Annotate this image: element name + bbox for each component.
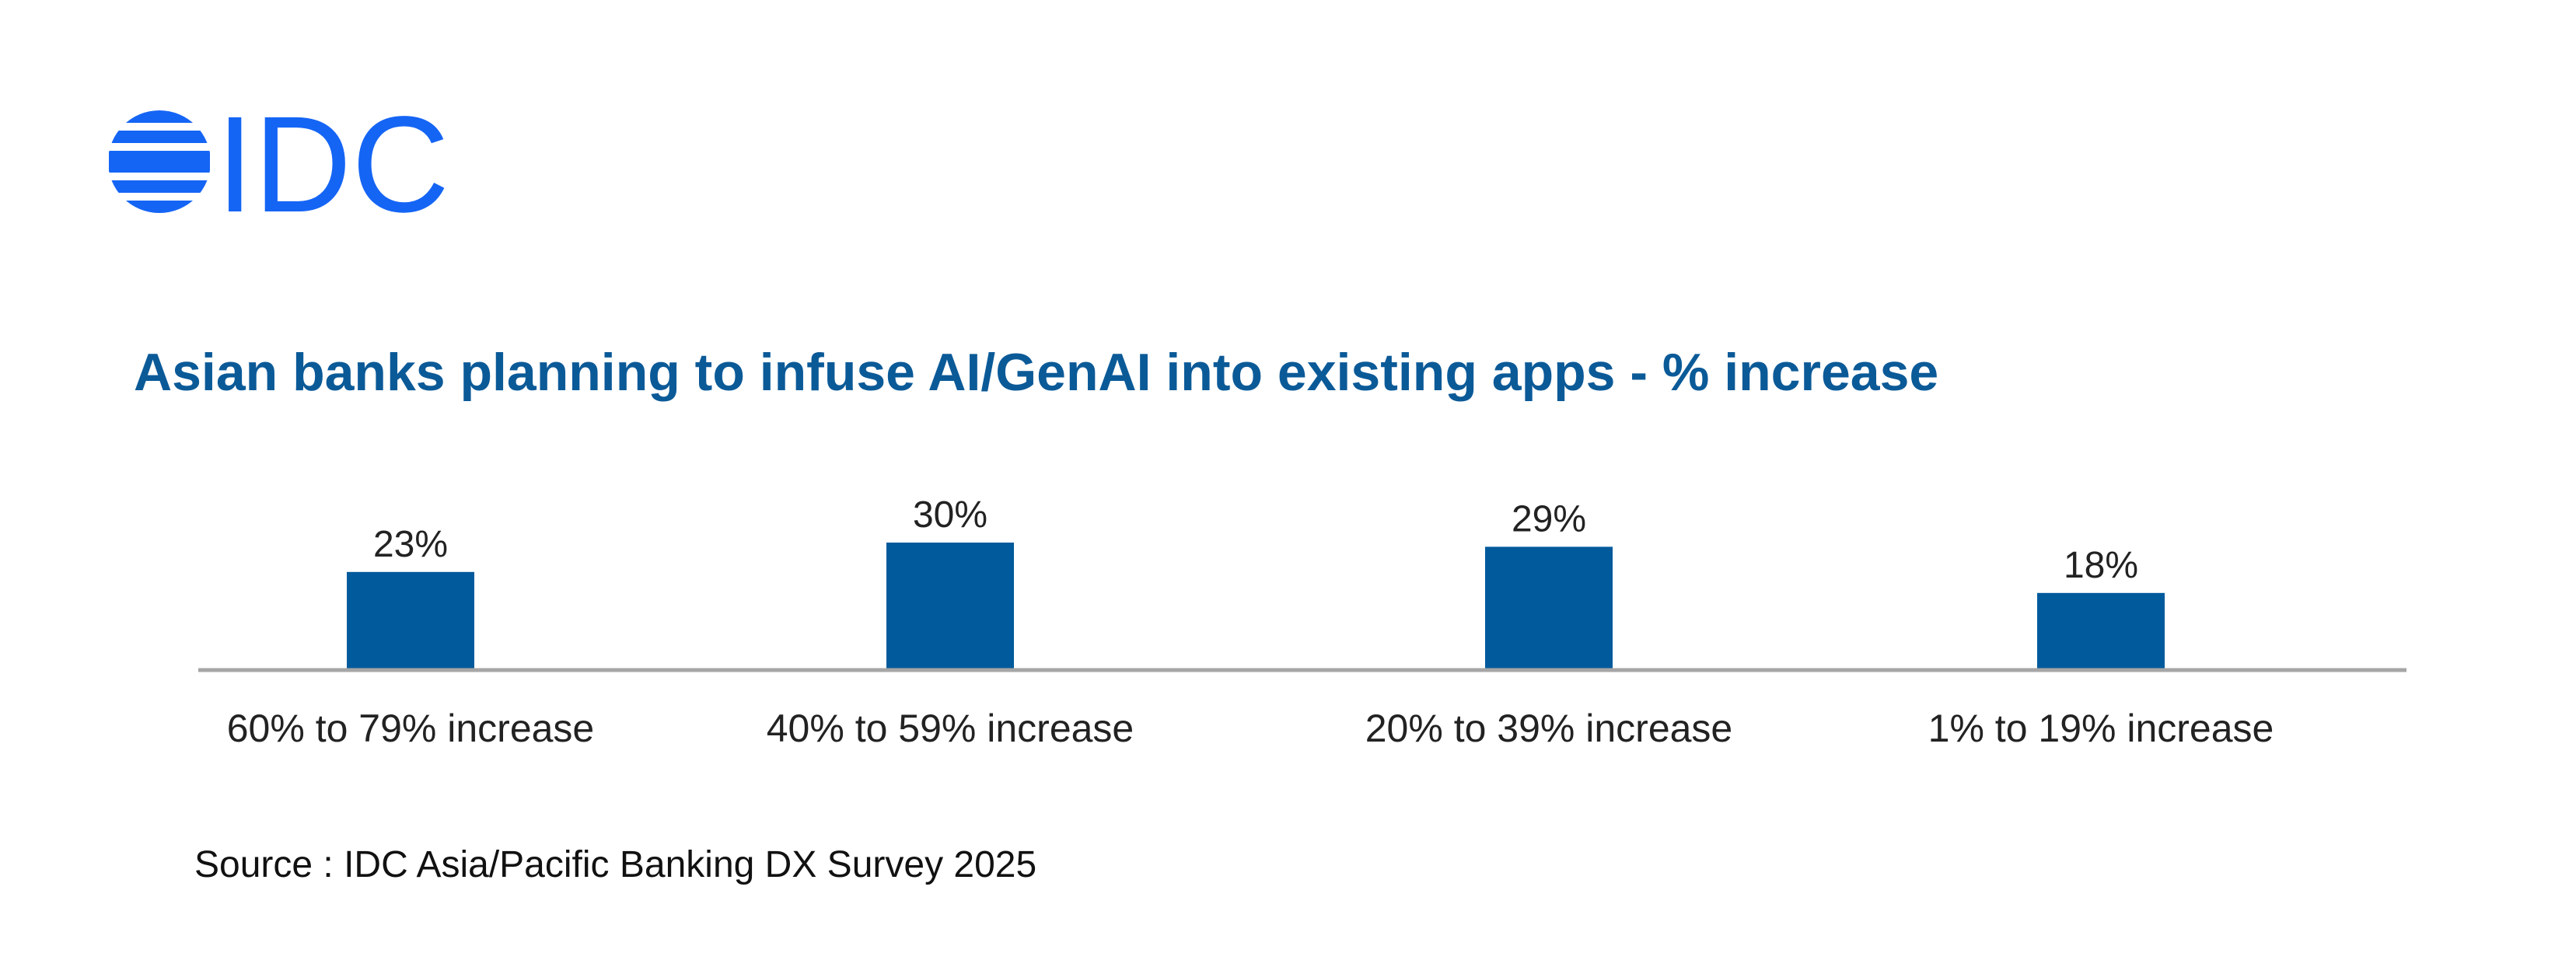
bar-3	[1485, 546, 1613, 669]
bar-1	[347, 571, 474, 669]
category-label-2: 40% to 59% increase	[767, 707, 1134, 750]
bar-value-label-1: 23%	[373, 524, 448, 565]
chart-title: Asian banks planning to infuse AI/GenAI …	[134, 343, 1939, 402]
striped-globe-icon	[109, 110, 210, 213]
bar-2	[886, 543, 1014, 669]
bar-value-label-4: 18%	[2064, 545, 2138, 586]
logo-text: IDC	[216, 107, 449, 216]
category-label-1: 60% to 79% increase	[227, 707, 595, 750]
category-label-3: 20% to 39% increase	[1365, 707, 1733, 750]
category-label-4: 1% to 19% increase	[1928, 707, 2274, 750]
source-note: Source : IDC Asia/Pacific Banking DX Sur…	[194, 844, 1037, 885]
bar-4	[2037, 592, 2165, 669]
idc-logo: IDC	[109, 107, 449, 216]
bar-value-label-3: 29%	[1512, 498, 1586, 539]
bar-value-label-2: 30%	[913, 494, 987, 536]
